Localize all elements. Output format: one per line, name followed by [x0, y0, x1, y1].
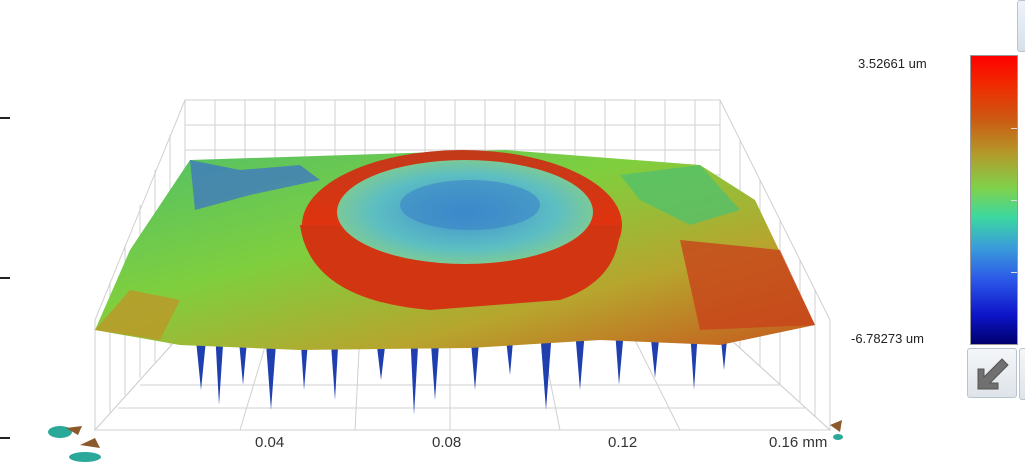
side-tick	[0, 117, 10, 119]
toolbar-button-top[interactable]	[1017, 0, 1025, 52]
bar-tick	[1011, 128, 1017, 129]
bar-tick	[1011, 200, 1017, 201]
bar-tick	[1011, 272, 1017, 273]
toolbar-button-right[interactable]	[1019, 348, 1025, 400]
orientation-marker-icon	[833, 434, 843, 440]
x-tick-label: 0.16 mm	[769, 434, 827, 451]
x-axis: 0.04 0.08 0.12 0.16 mm	[255, 434, 827, 451]
color-scale-bar	[970, 55, 1018, 345]
x-tick-label: 0.12	[608, 434, 637, 451]
side-tick	[0, 277, 10, 279]
surface-plateau	[95, 150, 815, 350]
scale-max-label: 3.52661 um	[858, 56, 927, 71]
x-tick-label: 0.04	[255, 434, 284, 451]
arrow-down-left-icon	[977, 358, 1009, 390]
x-tick-label: 0.08	[432, 434, 461, 451]
side-tick	[0, 437, 10, 439]
surface-crater	[300, 150, 622, 310]
orientation-marker-icon	[830, 420, 842, 432]
scale-min-label: -6.78273 um	[851, 331, 924, 346]
orientation-gizmo-icon[interactable]	[48, 426, 101, 462]
reset-view-button[interactable]	[967, 348, 1017, 398]
